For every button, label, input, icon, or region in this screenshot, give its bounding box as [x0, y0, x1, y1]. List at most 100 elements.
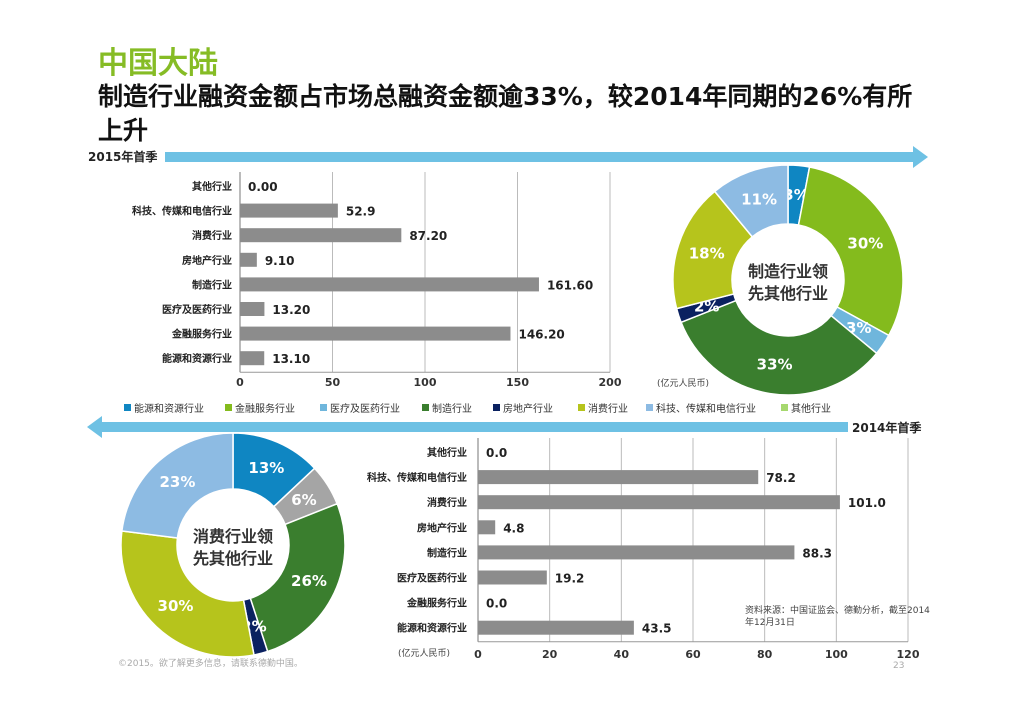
bar-value-label: 0.0 [486, 446, 507, 460]
legend: 能源和资源行业 金融服务行业 医疗及医药行业 制造行业 房地产行业 消费行业 科技、传媒和电… [124, 402, 831, 415]
category-label: 金融服务行业 [406, 597, 467, 610]
slice-percent-label: 30% [847, 235, 883, 253]
bar-chart-2015: 0 50 100 150 200 其他行业 0.00 科技、传媒和电信行业 52.9 消费行业 87… [132, 172, 622, 389]
donut-center-label: 消费行业领 [193, 527, 273, 546]
legend-swatch [422, 404, 429, 411]
category-label: 能源和资源行业 [162, 352, 232, 365]
x-tick-label: 60 [685, 648, 701, 661]
slice-percent-label: 18% [689, 245, 725, 263]
bar-value-label: 52.9 [346, 205, 376, 219]
bar [240, 228, 402, 243]
category-label: 其他行业 [192, 180, 232, 193]
category-label: 制造行业 [427, 546, 467, 559]
donut-center-label: 先其他行业 [748, 284, 828, 303]
x-tick-label: 40 [614, 648, 630, 661]
bar-value-label: 0.0 [486, 597, 507, 611]
source-line-1: 资料来源：中国证监会、德勤分析，截至2014 [745, 604, 930, 616]
category-label: 消费行业 [192, 229, 232, 242]
category-label: 科技、传媒和电信行业 [367, 471, 467, 484]
donut-center-label: 先其他行业 [193, 549, 273, 568]
bar-value-label: 101.0 [848, 496, 886, 510]
x-tick-label: 200 [599, 376, 622, 389]
x-tick-label: 100 [414, 376, 437, 389]
legend-label: 金融服务行业 [235, 402, 295, 415]
category-label: 制造行业 [192, 278, 232, 291]
page-subtitle: 制造行业融资金额占市场总融资金额逾33%，较2014年同期的26%有所上升 [98, 82, 913, 145]
legend-swatch [320, 404, 327, 411]
bar-chart-2014: 0 20 40 60 80 100 120 其他行业 0.0 科技、传媒和电信行业 78.2 消费行业… [367, 438, 920, 661]
page-title: 中国大陆 [98, 46, 218, 81]
bar-value-label: 19.2 [555, 572, 585, 586]
legend-label: 消费行业 [588, 402, 628, 415]
donut-center-label: 制造行业领 [748, 262, 828, 281]
x-tick-label: 0 [236, 376, 244, 389]
slice-percent-label: 33% [757, 355, 793, 373]
slice-percent-label: 6% [291, 491, 316, 509]
legend-swatch [493, 404, 500, 411]
bar-value-label: 43.5 [642, 622, 672, 636]
bar [240, 302, 265, 316]
legend-label: 房地产行业 [503, 402, 553, 415]
legend-label: 能源和资源行业 [134, 402, 204, 415]
x-tick-label: 150 [506, 376, 529, 389]
bar [240, 252, 257, 267]
legend-swatch [781, 404, 788, 411]
donut-slice [797, 166, 904, 337]
legend-swatch [578, 404, 585, 411]
category-label: 消费行业 [427, 496, 467, 509]
arrow-2014 [87, 416, 848, 438]
x-tick-label: 80 [757, 648, 773, 661]
donut-slice [713, 164, 789, 238]
x-tick-label: 0 [474, 648, 482, 661]
category-label: 房地产行业 [182, 254, 232, 267]
category-label: 其他行业 [427, 446, 467, 459]
bar-value-label: 0.00 [248, 180, 278, 194]
unit-label-2015: (亿元人民币) [657, 377, 709, 389]
page-number: 23 [893, 661, 904, 671]
donut-slice [121, 432, 234, 539]
donut-slice [120, 530, 255, 658]
slice-percent-label: 13% [248, 459, 284, 477]
bar [478, 470, 759, 485]
legend-label: 其他行业 [791, 402, 831, 415]
bar [240, 351, 265, 366]
bar-value-label: 4.8 [503, 521, 524, 535]
x-tick-label: 20 [542, 648, 558, 661]
x-tick-label: 50 [325, 376, 341, 389]
bar-value-label: 13.20 [272, 303, 310, 317]
legend-swatch [225, 404, 232, 411]
donut-slice [680, 299, 878, 396]
source-line-2: 年12月31日 [745, 616, 795, 628]
legend-label: 科技、传媒和电信行业 [656, 402, 756, 415]
category-label: 医疗及医药行业 [397, 572, 467, 585]
bar [240, 277, 539, 292]
donut-slice [249, 502, 346, 653]
bar [478, 570, 547, 585]
slice-percent-label: 11% [741, 191, 777, 209]
category-label: 医疗及医药行业 [162, 303, 232, 316]
slice-percent-label: 23% [159, 473, 195, 491]
bar-value-label: 9.10 [265, 254, 295, 268]
x-tick-label: 100 [825, 648, 848, 661]
period-2015-label: 2015年首季 [88, 149, 158, 164]
category-label: 金融服务行业 [171, 328, 232, 341]
bar [478, 545, 795, 560]
footer-copyright: ©2015。欲了解更多信息，请联系德勤中国。 [118, 657, 303, 669]
bar-value-label: 78.2 [766, 471, 796, 485]
category-label: 科技、传媒和电信行业 [132, 205, 232, 218]
period-2014-label: 2014年首季 [852, 420, 922, 435]
legend-swatch [646, 404, 653, 411]
slice-percent-label: 26% [291, 572, 327, 590]
bar-value-label: 161.60 [547, 278, 593, 292]
unit-label-2014: (亿元人民币) [398, 647, 450, 659]
legend-swatch [124, 404, 131, 411]
bar-value-label: 87.20 [409, 229, 447, 243]
bar [478, 620, 634, 635]
bar [240, 326, 511, 341]
category-label: 能源和资源行业 [397, 622, 467, 635]
arrow-2015 [165, 146, 928, 168]
slice-percent-label: 30% [158, 597, 194, 615]
bar [240, 203, 338, 218]
